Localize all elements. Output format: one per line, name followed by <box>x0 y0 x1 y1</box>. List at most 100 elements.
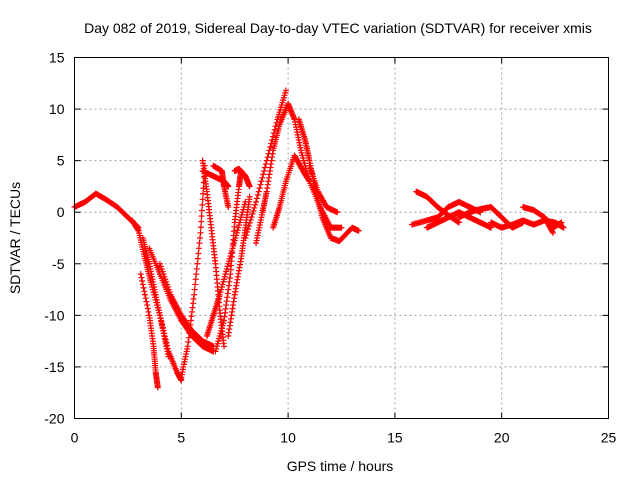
data-point <box>247 216 254 223</box>
data-point <box>246 193 253 200</box>
y-tick-label: -20 <box>44 411 64 427</box>
x-tick-label: 5 <box>177 430 185 446</box>
series-track19 <box>270 152 313 231</box>
series-track18 <box>295 116 362 245</box>
x-tick-labels: 0 5 10 15 20 25 <box>71 430 617 446</box>
data-point <box>245 222 252 229</box>
data-points <box>71 87 567 391</box>
data-point <box>195 250 202 257</box>
data-point <box>140 284 147 291</box>
data-point <box>560 224 567 231</box>
series-track7 <box>178 162 208 381</box>
y-tick-label: 15 <box>49 50 65 66</box>
data-point <box>257 181 264 188</box>
data-point <box>455 218 462 225</box>
x-tick-label: 20 <box>494 430 510 446</box>
data-point <box>252 201 259 208</box>
data-point <box>259 174 266 181</box>
data-point <box>256 185 263 192</box>
data-point <box>191 291 198 298</box>
data-point <box>194 255 201 262</box>
data-point <box>138 274 145 281</box>
data-point <box>141 288 148 295</box>
data-point <box>154 384 161 391</box>
data-point <box>198 218 205 225</box>
data-point <box>261 167 268 174</box>
x-tick-label: 25 <box>601 430 617 446</box>
data-point <box>139 277 146 284</box>
data-point <box>338 224 345 231</box>
y-tick-label: -5 <box>52 256 65 272</box>
data-point <box>334 209 341 216</box>
y-tick-label: 10 <box>49 101 65 117</box>
data-point <box>488 224 495 231</box>
data-point <box>198 213 205 220</box>
x-tick-label: 15 <box>387 430 403 446</box>
data-point <box>269 133 276 140</box>
data-point <box>249 210 256 217</box>
y-tick-label: 0 <box>57 204 65 220</box>
series-track16 <box>253 100 292 247</box>
data-point <box>165 353 172 360</box>
grid <box>74 57 609 419</box>
data-point <box>145 308 152 315</box>
x-axis-label: GPS time / hours <box>287 458 394 474</box>
y-axis-label: SDTVAR / TECUs <box>7 182 23 294</box>
data-point <box>195 245 202 252</box>
data-point <box>221 343 228 350</box>
series-track20 <box>306 162 341 216</box>
data-point <box>248 213 255 220</box>
data-point <box>193 265 200 272</box>
data-point <box>254 192 261 199</box>
y-tick-label: -15 <box>44 359 64 375</box>
data-point <box>143 298 150 305</box>
data-point <box>250 207 257 214</box>
series-track3 <box>137 271 161 391</box>
data-point <box>192 276 199 283</box>
data-point <box>262 161 269 168</box>
data-point <box>355 227 362 234</box>
series-track14 <box>231 165 253 190</box>
data-point <box>261 164 268 171</box>
data-point <box>139 281 146 288</box>
data-point <box>137 271 144 278</box>
data-point <box>194 260 201 267</box>
data-point <box>246 183 253 190</box>
data-point <box>244 228 251 235</box>
data-point <box>197 229 204 236</box>
series-track1 <box>71 190 142 231</box>
data-point <box>198 207 205 214</box>
data-point <box>142 295 149 302</box>
x-tick-label: 10 <box>280 430 296 446</box>
data-point <box>144 302 151 309</box>
data-point <box>193 271 200 278</box>
series-track13 <box>210 162 232 211</box>
y-tick-label: 5 <box>57 153 65 169</box>
x-tick-label: 0 <box>71 430 79 446</box>
data-point <box>258 178 265 185</box>
data-point <box>225 204 232 211</box>
ticks <box>74 57 609 419</box>
data-point <box>144 305 151 312</box>
data-point <box>191 286 198 293</box>
data-point <box>196 235 203 241</box>
data-point <box>282 87 289 94</box>
y-tick-label: -10 <box>44 307 64 323</box>
series-track15 <box>242 87 289 241</box>
data-point <box>253 198 260 205</box>
data-point <box>255 188 262 195</box>
data-point <box>245 225 252 232</box>
chart-title: Day 082 of 2019, Sidereal Day-to-day VTE… <box>84 20 592 36</box>
data-point <box>549 229 556 236</box>
data-point <box>558 219 565 226</box>
data-point <box>192 281 199 288</box>
series-track11 <box>225 193 253 339</box>
series-track27 <box>541 214 565 231</box>
data-point <box>246 219 253 226</box>
series-track10 <box>212 167 245 355</box>
data-point <box>271 126 278 133</box>
data-point <box>197 224 204 231</box>
data-point <box>199 196 206 203</box>
data-point <box>251 204 258 211</box>
